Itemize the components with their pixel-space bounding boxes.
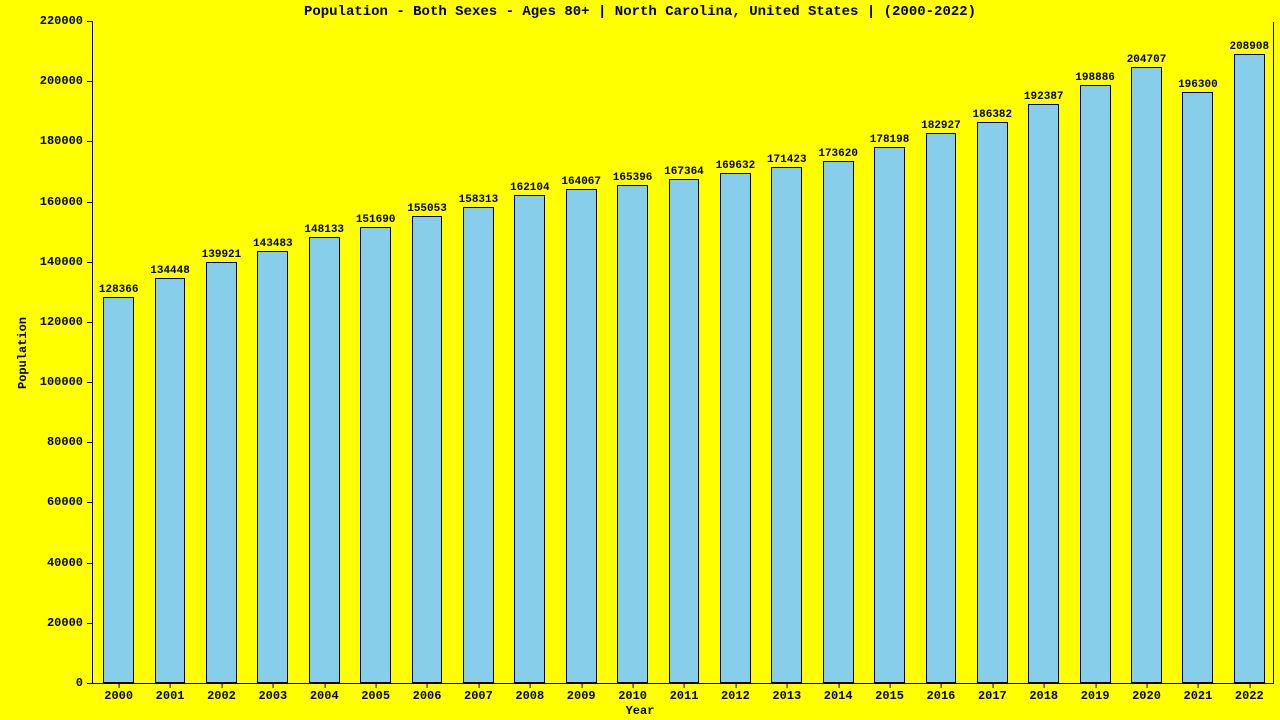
bar: 208908 bbox=[1234, 54, 1265, 683]
bar: 204707 bbox=[1131, 67, 1162, 683]
bar-value-label: 208908 bbox=[1229, 41, 1269, 55]
x-tick-label: 2014 bbox=[824, 683, 853, 703]
x-tick-label: 2013 bbox=[772, 683, 801, 703]
x-axis-label: Year bbox=[0, 704, 1280, 718]
bar-value-label: 151690 bbox=[356, 214, 396, 228]
y-tick-label: 180000 bbox=[40, 134, 93, 148]
bar: 134448 bbox=[155, 278, 186, 683]
x-tick-label: 2000 bbox=[104, 683, 133, 703]
bar-value-label: 165396 bbox=[613, 172, 653, 186]
plot-area: 0200004000060000800001000001200001400001… bbox=[92, 22, 1274, 684]
x-tick-label: 2001 bbox=[156, 683, 185, 703]
bar: 182927 bbox=[926, 133, 957, 683]
bar: 162104 bbox=[514, 195, 545, 683]
x-tick-label: 2008 bbox=[515, 683, 544, 703]
x-tick-label: 2018 bbox=[1029, 683, 1058, 703]
bar-value-label: 192387 bbox=[1024, 91, 1064, 105]
x-tick-label: 2022 bbox=[1235, 683, 1264, 703]
bar: 171423 bbox=[771, 167, 802, 683]
y-tick-label: 20000 bbox=[47, 616, 93, 630]
chart-title: Population - Both Sexes - Ages 80+ | Nor… bbox=[0, 4, 1280, 20]
bar: 198886 bbox=[1080, 85, 1111, 683]
chart-container: Population - Both Sexes - Ages 80+ | Nor… bbox=[0, 0, 1280, 720]
x-tick-label: 2010 bbox=[618, 683, 647, 703]
bar: 178198 bbox=[874, 147, 905, 683]
y-tick-label: 200000 bbox=[40, 74, 93, 88]
x-tick-label: 2004 bbox=[310, 683, 339, 703]
x-tick-label: 2003 bbox=[258, 683, 287, 703]
x-tick-label: 2005 bbox=[361, 683, 390, 703]
bar-value-label: 128366 bbox=[99, 284, 139, 298]
bar-value-label: 204707 bbox=[1127, 54, 1167, 68]
bar-value-label: 196300 bbox=[1178, 79, 1218, 93]
x-tick-label: 2019 bbox=[1081, 683, 1110, 703]
bar-value-label: 139921 bbox=[202, 249, 242, 263]
bar: 196300 bbox=[1182, 92, 1213, 683]
bar: 139921 bbox=[206, 262, 237, 683]
bar-value-label: 148133 bbox=[304, 224, 344, 238]
bar: 164067 bbox=[566, 189, 597, 683]
y-tick-label: 220000 bbox=[40, 14, 93, 28]
bar: 148133 bbox=[309, 237, 340, 683]
bar-value-label: 167364 bbox=[664, 166, 704, 180]
y-tick-label: 0 bbox=[76, 676, 93, 690]
bar-value-label: 158313 bbox=[459, 194, 499, 208]
bar-value-label: 162104 bbox=[510, 182, 550, 196]
bar: 167364 bbox=[669, 179, 700, 683]
y-tick-label: 160000 bbox=[40, 195, 93, 209]
bar-value-label: 155053 bbox=[407, 203, 447, 217]
x-tick-label: 2015 bbox=[875, 683, 904, 703]
bar-value-label: 164067 bbox=[561, 176, 601, 190]
bar-value-label: 134448 bbox=[150, 265, 190, 279]
x-tick-label: 2012 bbox=[721, 683, 750, 703]
bar-value-label: 186382 bbox=[973, 109, 1013, 123]
bar: 169632 bbox=[720, 173, 751, 683]
bar: 128366 bbox=[103, 297, 134, 683]
bar-value-label: 143483 bbox=[253, 238, 293, 252]
x-tick-label: 2009 bbox=[567, 683, 596, 703]
bar: 165396 bbox=[617, 185, 648, 683]
y-tick-label: 140000 bbox=[40, 255, 93, 269]
bar-value-label: 171423 bbox=[767, 154, 807, 168]
bar-value-label: 173620 bbox=[818, 148, 858, 162]
x-tick-label: 2016 bbox=[927, 683, 956, 703]
bar: 151690 bbox=[360, 227, 391, 683]
x-tick-label: 2011 bbox=[670, 683, 699, 703]
y-tick-label: 120000 bbox=[40, 315, 93, 329]
bar: 173620 bbox=[823, 161, 854, 683]
bar-value-label: 169632 bbox=[716, 160, 756, 174]
x-tick-label: 2021 bbox=[1184, 683, 1213, 703]
y-tick-label: 100000 bbox=[40, 375, 93, 389]
y-tick-label: 80000 bbox=[47, 435, 93, 449]
bar: 155053 bbox=[412, 216, 443, 683]
bar: 158313 bbox=[463, 207, 494, 683]
y-axis-label: Population bbox=[16, 317, 30, 389]
bar-value-label: 198886 bbox=[1075, 72, 1115, 86]
y-tick-label: 60000 bbox=[47, 495, 93, 509]
x-tick-label: 2007 bbox=[464, 683, 493, 703]
y-tick-label: 40000 bbox=[47, 556, 93, 570]
x-tick-label: 2017 bbox=[978, 683, 1007, 703]
x-tick-label: 2002 bbox=[207, 683, 236, 703]
bar: 143483 bbox=[257, 251, 288, 683]
bar: 192387 bbox=[1028, 104, 1059, 683]
x-tick-label: 2006 bbox=[413, 683, 442, 703]
bar-value-label: 178198 bbox=[870, 134, 910, 148]
bar-value-label: 182927 bbox=[921, 120, 961, 134]
x-tick-label: 2020 bbox=[1132, 683, 1161, 703]
bar: 186382 bbox=[977, 122, 1008, 683]
